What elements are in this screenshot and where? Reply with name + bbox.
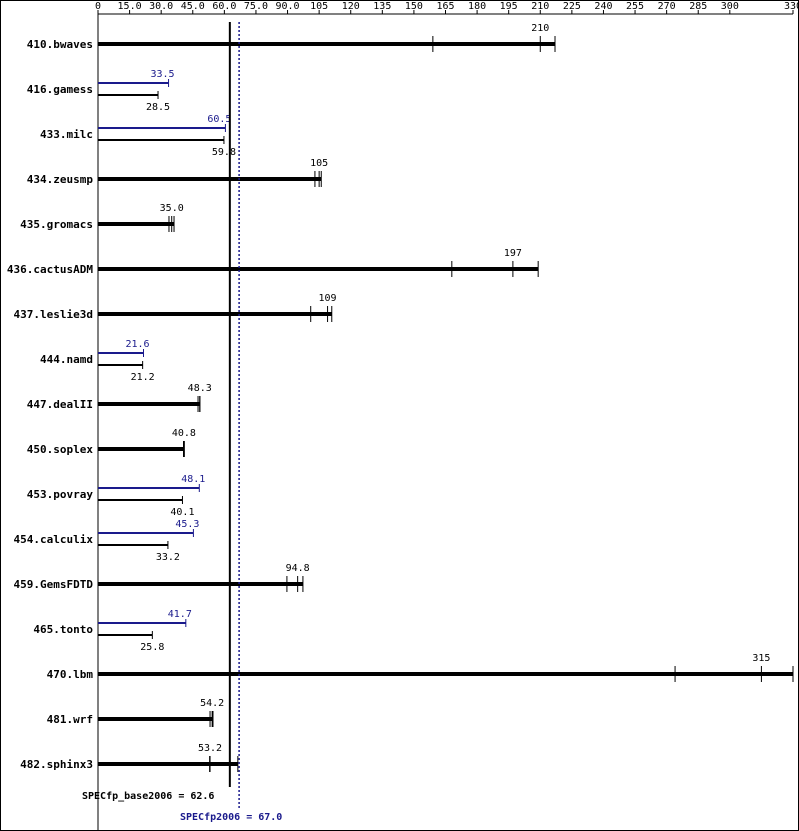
base-label: 105	[310, 158, 328, 169]
x-tick-label: 300	[721, 1, 739, 12]
x-tick-label: 105	[310, 1, 328, 12]
x-tick-label: 75.0	[244, 1, 268, 12]
x-tick-label: 180	[468, 1, 486, 12]
base-label: 54.2	[200, 698, 224, 709]
x-tick-label: 165	[436, 1, 454, 12]
benchmark-name: 482.sphinx3	[20, 758, 93, 771]
benchmark-name: 435.gromacs	[20, 218, 93, 231]
x-tick-label: 255	[626, 1, 644, 12]
benchmark-name: 434.zeusmp	[27, 173, 94, 186]
base-label: 109	[319, 293, 337, 304]
base-bar	[98, 267, 539, 271]
reference-label: SPECfp_base2006 = 62.6	[82, 791, 214, 802]
base-label: 25.8	[140, 642, 164, 653]
base-bar	[98, 402, 200, 406]
x-tick-label: 270	[658, 1, 676, 12]
base-bar	[98, 717, 213, 721]
benchmark-name: 453.povray	[27, 488, 94, 501]
reference-name: SPECfp2006 =	[180, 812, 252, 823]
base-label: 33.2	[156, 552, 180, 563]
base-bar	[98, 762, 238, 766]
base-label: 94.8	[286, 563, 310, 574]
x-tick-label: 225	[563, 1, 581, 12]
peak-label: 21.6	[125, 339, 149, 350]
base-bar	[98, 447, 185, 451]
reference-value: 67.0	[258, 812, 282, 823]
x-tick-label: 195	[500, 1, 518, 12]
x-tick-label: 285	[689, 1, 707, 12]
x-tick-label: 240	[594, 1, 612, 12]
reference-value: 62.6	[190, 791, 214, 802]
benchmark-name: 454.calculix	[14, 533, 94, 546]
base-label: 35.0	[160, 203, 184, 214]
base-label: 315	[752, 653, 770, 664]
reference-name: SPECfp_base2006 =	[82, 791, 184, 802]
x-tick-label: 150	[405, 1, 423, 12]
peak-label: 48.1	[181, 474, 205, 485]
benchmark-name: 481.wrf	[47, 713, 93, 726]
base-label: 28.5	[146, 102, 170, 113]
base-bar	[98, 42, 556, 46]
benchmark-name: 450.soplex	[27, 443, 94, 456]
benchmark-name: 416.gamess	[27, 83, 93, 96]
base-label: 197	[504, 248, 522, 259]
base-label: 40.1	[170, 507, 194, 518]
x-tick-label: 30.0	[149, 1, 173, 12]
base-label: 40.8	[172, 428, 196, 439]
x-tick-label: 60.0	[212, 1, 236, 12]
base-bar	[98, 582, 303, 586]
benchmark-name: 444.namd	[40, 353, 93, 366]
base-label: 48.3	[188, 383, 212, 394]
x-tick-label: 90.0	[275, 1, 299, 12]
reference-label: SPECfp2006 = 67.0	[180, 812, 282, 823]
x-tick-label: 120	[342, 1, 360, 12]
base-label: 210	[531, 23, 549, 34]
benchmark-name: 433.milc	[40, 128, 93, 141]
x-tick-label: 210	[531, 1, 549, 12]
peak-label: 41.7	[168, 609, 192, 620]
benchmark-name: 410.bwaves	[27, 38, 93, 51]
x-tick-label: 330	[784, 1, 799, 12]
base-label: 21.2	[131, 372, 155, 383]
base-bar	[98, 312, 332, 316]
x-tick-label: 45.0	[181, 1, 205, 12]
benchmark-name: 465.tonto	[33, 623, 93, 636]
benchmark-name: 436.cactusADM	[7, 263, 93, 276]
x-tick-label: 0	[95, 1, 101, 12]
base-bar	[98, 222, 175, 226]
x-tick-label: 15.0	[118, 1, 142, 12]
benchmark-name: 437.leslie3d	[14, 308, 93, 321]
peak-label: 45.3	[175, 519, 199, 530]
base-label: 59.8	[212, 147, 236, 158]
benchmark-name: 447.dealII	[27, 398, 93, 411]
x-tick-label: 135	[373, 1, 391, 12]
peak-label: 60.5	[207, 114, 231, 125]
base-label: 53.2	[198, 743, 222, 754]
base-bar	[98, 672, 793, 676]
benchmark-name: 470.lbm	[47, 668, 94, 681]
benchmark-name: 459.GemsFDTD	[14, 578, 94, 591]
base-bar	[98, 177, 322, 181]
peak-label: 33.5	[151, 69, 175, 80]
